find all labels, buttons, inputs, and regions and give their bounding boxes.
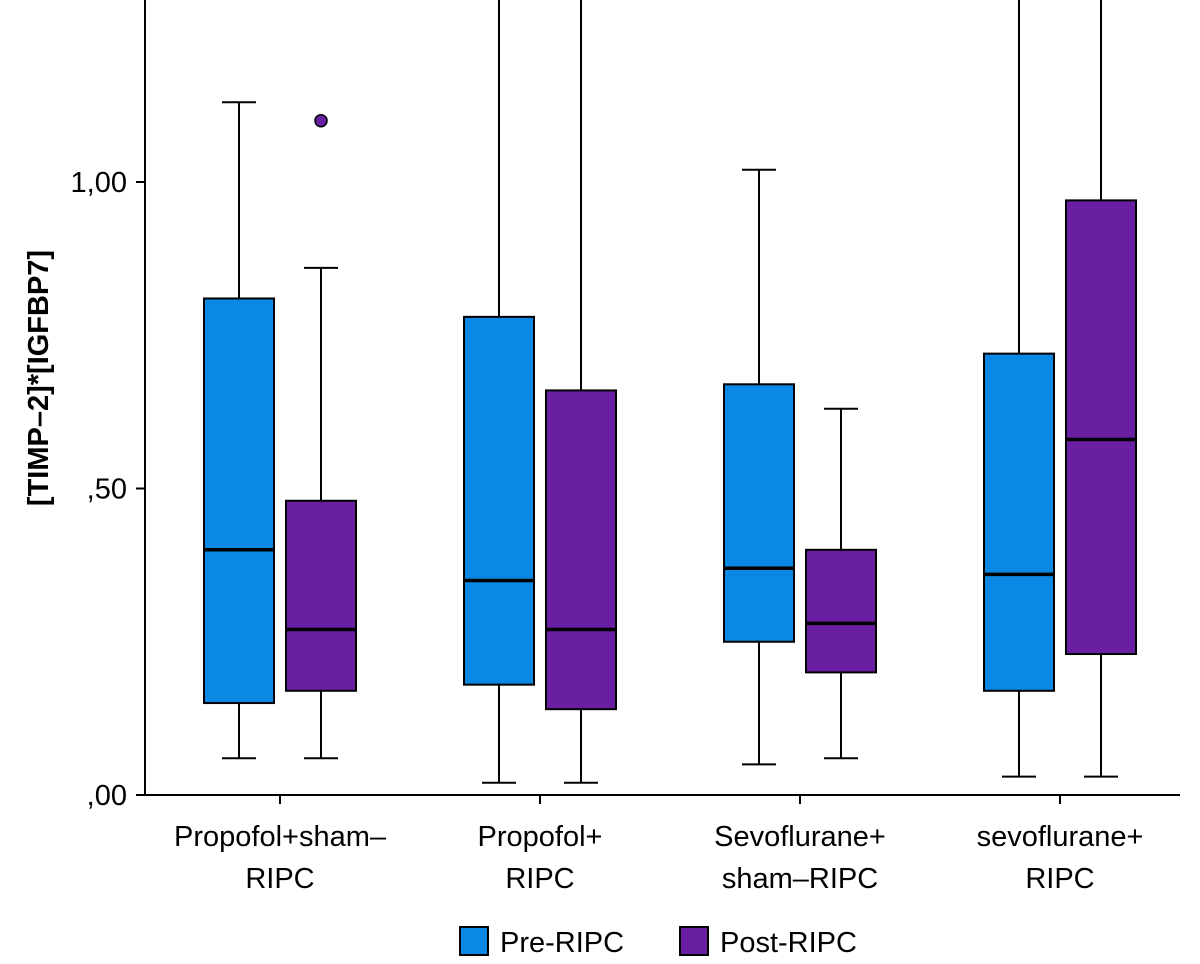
box-iqr [723,383,795,643]
boxes-layer: * [203,0,1137,784]
outlier-point [314,113,328,128]
box-iqr [545,389,617,711]
legend-label-pre-ripc: Pre-RIPC [500,927,624,959]
y-tick-label: ,00 [87,780,127,812]
category-label-sevoflurane-sham-ripc-line1: Sevoflurane+ [714,821,886,853]
category-label-propofol-sham-ripc-line1: Propofol+sham– [174,821,387,853]
category-label-propofol-ripc-line1: Propofol+ [478,821,603,853]
category-label-propofol-ripc-line2: RIPC [505,863,574,895]
box-group-sevoflurane-ripc-pre-ripc [983,0,1055,778]
category-label-sevoflurane-ripc-line1: sevoflurane+ [977,821,1144,853]
box-group-sevoflurane-sham-ripc-pre-ripc [723,168,795,766]
legend: Pre-RIPC Post-RIPC [459,926,857,959]
box-iqr [203,297,275,705]
y-axis: ,00,501,001,502,002,50 [71,0,146,812]
category-label-sevoflurane-sham-ripc-line2: sham–RIPC [722,863,878,895]
box-group-sevoflurane-ripc-post-ripc [1065,0,1137,778]
box-group-propofol-sham-ripc-post-ripc [285,113,357,760]
box-iqr [1065,199,1137,656]
box-group-propofol-ripc-post-ripc: * [545,0,617,784]
legend-label-post-ripc: Post-RIPC [720,927,857,959]
box-iqr [285,499,357,692]
category-label-propofol-sham-ripc-line2: RIPC [245,863,314,895]
legend-swatch-post-ripc [679,926,709,956]
category-label-sevoflurane-ripc-line2: RIPC [1025,863,1094,895]
box-iqr [983,352,1055,692]
box-group-sevoflurane-sham-ripc-post-ripc [805,407,877,760]
y-tick-label: ,50 [87,474,127,506]
y-tick-label: 1,00 [71,167,127,199]
box-iqr [805,548,877,674]
box-group-propofol-sham-ripc-pre-ripc [203,101,275,760]
box-group-propofol-ripc-pre-ripc [463,0,535,784]
y-axis-label: [TIMP–2]*[IGFBP7] [23,250,55,506]
box-iqr [463,315,535,686]
legend-swatch-pre-ripc [459,926,489,956]
x-axis: Propofol+sham– RIPC Propofol+ RIPC Sevoflura… [145,794,1180,895]
